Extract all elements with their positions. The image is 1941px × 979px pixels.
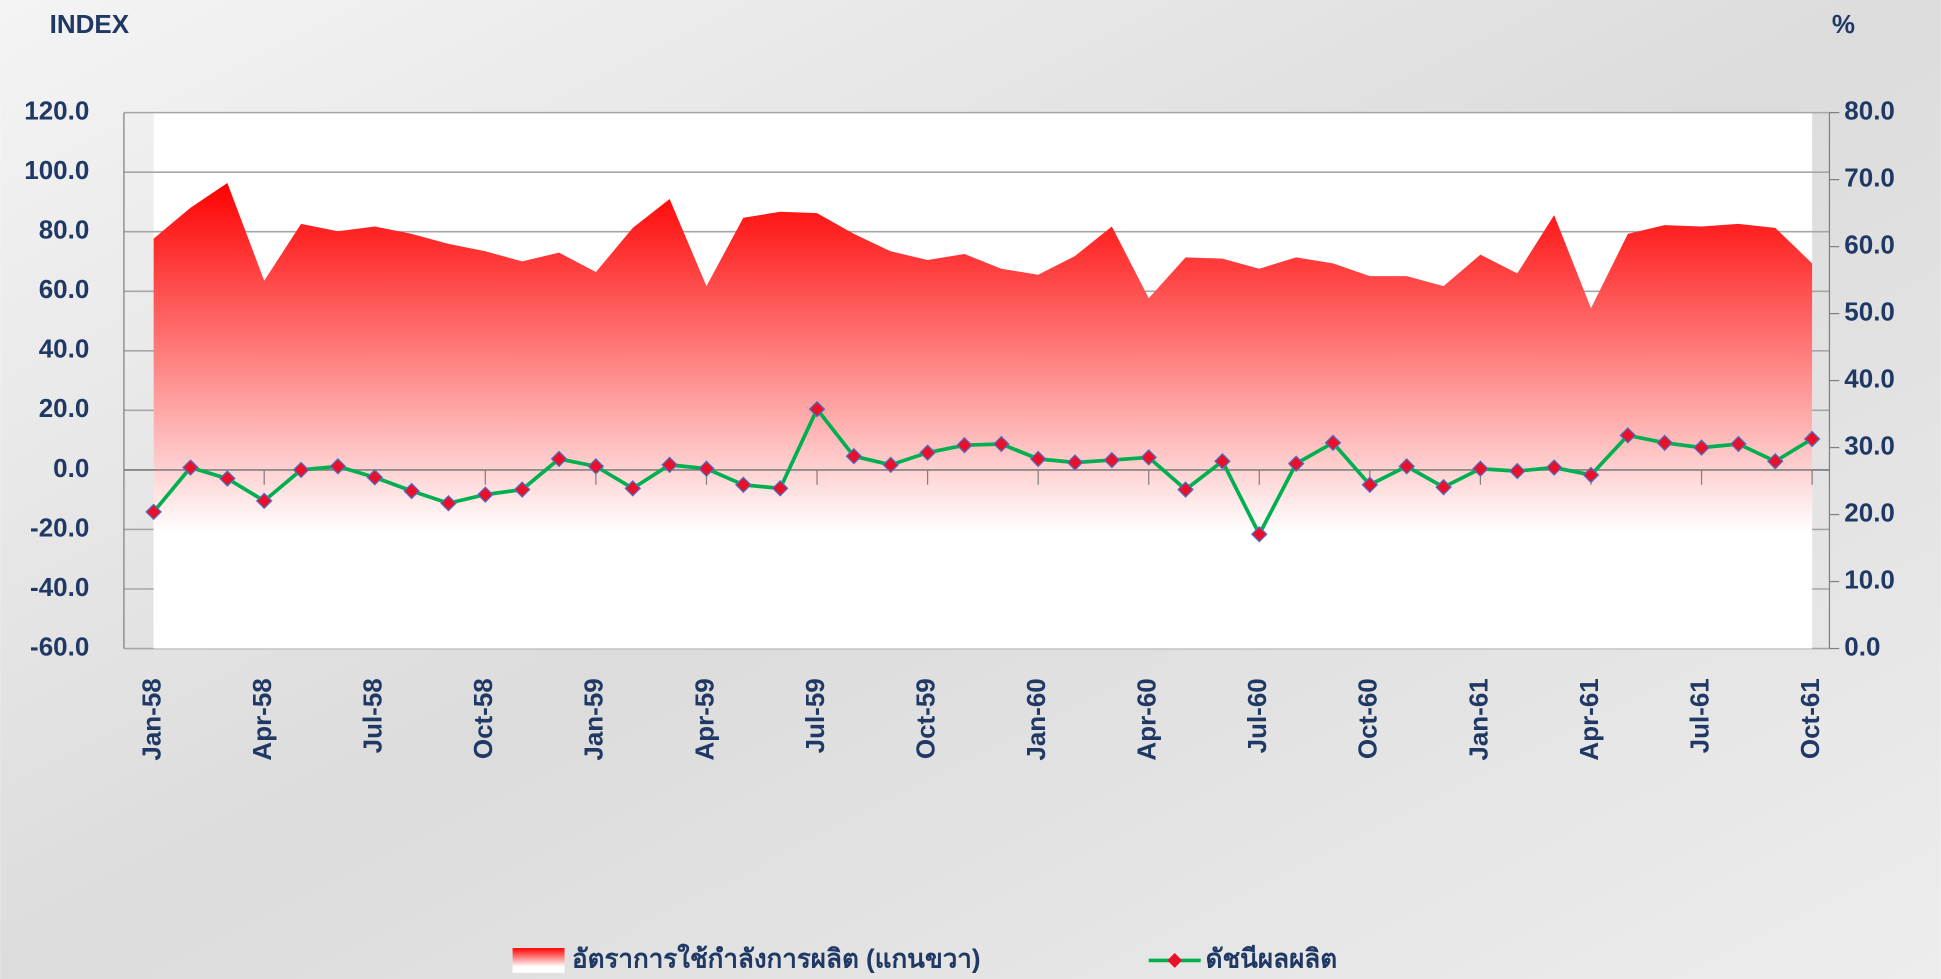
y2-tick-label: 10.0 <box>1844 564 1895 594</box>
y2-tick-label: 50.0 <box>1844 296 1895 326</box>
y-axis-title: INDEX <box>50 9 130 39</box>
marker <box>919 444 936 461</box>
marker <box>993 435 1010 453</box>
marker <box>624 480 642 497</box>
marker <box>1066 454 1084 471</box>
x-tick-label: Jul-60 <box>1242 678 1272 753</box>
marker <box>1472 460 1489 478</box>
y-tick-label: -20.0 <box>30 512 89 542</box>
y-tick-label: 100.0 <box>24 155 89 185</box>
x-tick-label: Jan-60 <box>1021 678 1051 760</box>
marker <box>255 492 273 510</box>
marker <box>513 481 531 498</box>
marker <box>366 469 384 486</box>
x-tick-label: Jul-58 <box>358 678 388 753</box>
y-tick-label: 20.0 <box>39 393 90 423</box>
marker <box>1214 452 1231 470</box>
y2-tick-label: 40.0 <box>1844 363 1895 393</box>
x-tick-label: Jan-58 <box>136 678 166 760</box>
marker <box>1177 481 1194 498</box>
y2-tick-label: 30.0 <box>1844 430 1895 460</box>
y-tick-label: 40.0 <box>39 334 90 364</box>
legend-swatch <box>512 948 565 973</box>
marker <box>587 458 605 475</box>
x-tick-label: Oct-60 <box>1353 678 1383 759</box>
marker <box>1730 435 1747 453</box>
y2-tick-label: 0.0 <box>1844 631 1880 661</box>
marker <box>145 503 162 521</box>
marker <box>845 447 863 465</box>
x-tick-label: Jan-61 <box>1463 678 1493 760</box>
y-tick-label: 80.0 <box>39 215 90 245</box>
marker <box>1140 449 1158 466</box>
x-tick-label: Oct-61 <box>1795 678 1825 759</box>
marker <box>1619 427 1637 444</box>
y2-axis-title: % <box>1832 9 1855 39</box>
marker <box>1103 451 1121 469</box>
legend-label: อัตราการใช้กำลังการผลิต (แกนขวา) <box>572 943 981 973</box>
marker <box>440 494 457 512</box>
y-tick-label: 60.0 <box>39 274 90 304</box>
y-tick-label: -60.0 <box>30 631 89 661</box>
marker <box>219 470 236 487</box>
legend-marker <box>1167 953 1183 968</box>
marker <box>292 461 310 479</box>
marker <box>956 436 973 454</box>
x-tick-label: Apr-59 <box>689 678 719 760</box>
marker <box>1398 458 1416 475</box>
marker <box>477 486 494 503</box>
x-tick-label: Apr-61 <box>1574 678 1604 760</box>
marker <box>182 459 199 476</box>
y-tick-label: -40.0 <box>30 572 89 602</box>
marker <box>403 482 420 500</box>
y2-tick-label: 70.0 <box>1844 162 1895 192</box>
legend-label: ดัชนีผลผลิต <box>1206 943 1337 973</box>
marker <box>1250 525 1268 543</box>
area <box>153 182 1813 649</box>
y-tick-label: 120.0 <box>24 95 89 125</box>
x-tick-label: Jan-59 <box>579 678 609 760</box>
marker <box>550 450 568 468</box>
y2-tick-label: 60.0 <box>1844 229 1895 259</box>
y2-tick-label: 20.0 <box>1844 497 1895 527</box>
x-tick-label: Oct-59 <box>910 678 940 759</box>
marker <box>771 480 789 497</box>
marker <box>1766 452 1784 470</box>
marker <box>882 456 900 474</box>
x-tick-label: Jul-61 <box>1684 678 1714 753</box>
marker <box>1693 439 1710 456</box>
marker <box>1361 476 1379 494</box>
marker <box>1656 434 1674 452</box>
marker <box>808 400 826 418</box>
line <box>152 405 1814 539</box>
marker <box>329 458 347 475</box>
y2-tick-label: 80.0 <box>1844 95 1895 125</box>
marker <box>1582 466 1600 484</box>
x-tick-label: Jul-59 <box>800 678 830 753</box>
x-tick-label: Apr-58 <box>247 678 277 760</box>
marker <box>661 456 678 474</box>
marker <box>1545 459 1563 476</box>
y-tick-label: 0.0 <box>53 453 89 483</box>
x-tick-label: Oct-58 <box>468 678 498 759</box>
x-tick-label: Apr-60 <box>1132 678 1162 760</box>
marker <box>735 476 752 494</box>
marker <box>1287 455 1305 472</box>
marker <box>1508 462 1526 480</box>
marker <box>1803 430 1821 448</box>
marker <box>1029 450 1047 468</box>
marker <box>698 460 715 478</box>
marker <box>1435 478 1452 496</box>
marker <box>1324 434 1342 452</box>
